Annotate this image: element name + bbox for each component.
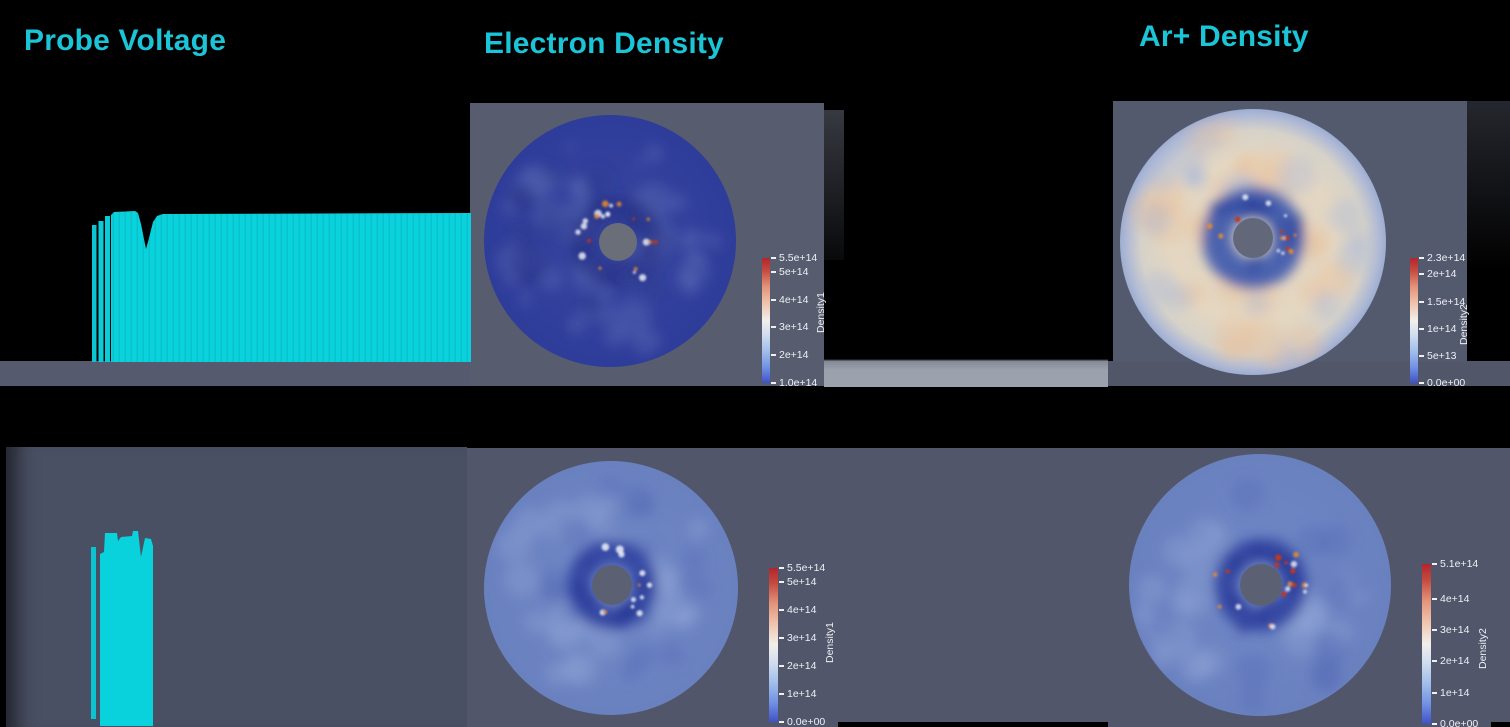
colorbar-density1-t1: 5.5e+14 5e+14 4e+14 3e+14 2e+14 1.0e+14 … [762, 253, 832, 388]
bottom-black-sliver [838, 722, 1108, 727]
colorbar-axis-label: Density2 [1477, 628, 1489, 669]
colorbar-tick-label: 0.0e+00 [1427, 377, 1466, 389]
electron-density-field-t2 [484, 461, 738, 715]
trace-spike-bar [91, 547, 96, 719]
trace-fill [100, 531, 153, 726]
colorbar-tick-label: 1e+14 [1427, 323, 1457, 335]
colorbar-tick-label: 3e+14 [787, 632, 817, 644]
colorbar-axis-label: Density1 [815, 292, 827, 333]
light-gray-window-band [824, 359, 1108, 387]
colorbar-gradient [762, 258, 770, 383]
colorbar-tick-label: 2e+14 [787, 660, 817, 672]
gray-strip-right [1108, 361, 1510, 386]
window-edge-shadow-2 [1467, 101, 1510, 271]
trace-spike-bar [98, 221, 104, 362]
colorbar-tick-label: 2e+14 [1427, 268, 1457, 280]
colorbar-density2-t1: 2.3e+14 2e+14 1.5e+14 1e+14 5e+13 0.0e+0… [1410, 253, 1480, 388]
ar-density-field-t1 [1120, 109, 1386, 375]
trace-spike-bar [92, 225, 97, 362]
colorbar-tick-label: 4e+14 [779, 294, 809, 306]
ar-density-field-t2 [1129, 454, 1391, 716]
panel-title-probe-voltage: Probe Voltage [24, 24, 227, 57]
colorbar-tick-label: 5e+13 [1427, 350, 1457, 362]
colorbar-tick-label: 5e+14 [787, 576, 817, 588]
panel-title-ar-density: Ar+ Density [1139, 20, 1309, 53]
colorbar-tick-label: 2.3e+14 [1427, 252, 1466, 264]
trace-spike-bar [105, 216, 110, 362]
colorbar-tick-label: 5.1e+14 [1440, 558, 1479, 570]
colorbar-gradient [769, 568, 778, 722]
colorbar-tick-label: 5.5e+14 [779, 252, 818, 264]
probe-voltage-plot-t1 [92, 211, 471, 362]
colorbar-density2-t2: 5.1e+14 4e+14 3e+14 2e+14 1e+14 0.0e+00 … [1422, 559, 1492, 727]
colorbar-tick-label: 5.5e+14 [787, 562, 826, 574]
colorbar-gradient [1422, 564, 1431, 724]
colorbar-tick-label: 4e+14 [1440, 593, 1470, 605]
bottom-right-black-corner [1491, 722, 1510, 727]
colorbar-tick-label: 1e+14 [787, 688, 817, 700]
colorbar-tick-label: 0.0e+00 [787, 716, 826, 727]
center-hole [1233, 218, 1273, 258]
colorbar-tick-label: 5e+14 [779, 266, 809, 278]
colorbar-tick-label: 3e+14 [1440, 624, 1470, 636]
window-edge-shadow-1 [824, 110, 844, 260]
colorbar-tick-label: 2e+14 [779, 349, 809, 361]
colorbar-density1-t2: 5.5e+14 5e+14 4e+14 3e+14 2e+14 1e+14 0.… [769, 563, 839, 727]
colorbar-tick-label: 2e+14 [1440, 655, 1470, 667]
colorbar-gradient [1410, 258, 1418, 383]
colorbar-tick-label: 1.5e+14 [1427, 296, 1466, 308]
colorbar-tick-label: 1e+14 [1440, 687, 1470, 699]
colorbar-tick-label: 0.0e+00 [1440, 718, 1479, 727]
colorbar-axis-label: Density1 [824, 622, 836, 663]
colorbar-tick-label: 3e+14 [779, 321, 809, 333]
trace-texture [111, 211, 471, 362]
colorbar-tick-label: 4e+14 [787, 604, 817, 616]
colorbar-tick-label: 1.0e+14 [779, 377, 818, 389]
center-hole [592, 565, 632, 605]
probe-voltage-panel-t2 [6, 447, 467, 727]
gray-strip-left [0, 361, 470, 386]
probe-voltage-plot-t2 [91, 531, 153, 726]
colorbar-axis-label: Density2 [1458, 304, 1470, 345]
electron-density-field-t1 [484, 115, 736, 367]
depletion-ring [571, 195, 665, 289]
center-hole [1240, 564, 1282, 606]
panel-title-electron-density: Electron Density [484, 27, 724, 60]
center-hole [599, 223, 637, 261]
